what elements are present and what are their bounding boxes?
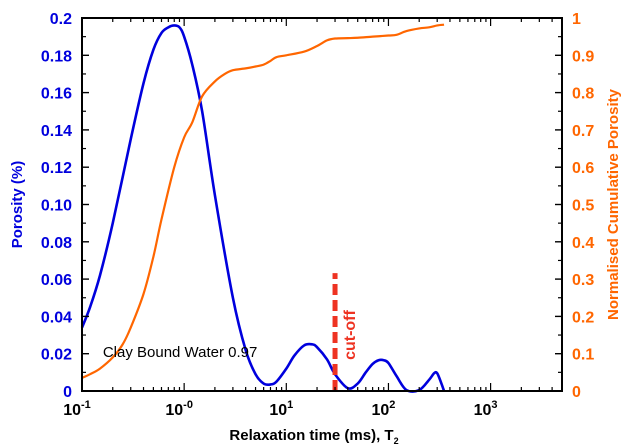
x-tick-exponent: 2 [389,399,395,411]
clay-bound-water-annotation: Clay Bound Water 0.97 [103,344,258,361]
x-tick-label: 101 [269,399,293,419]
y-left-tick-label: 0.2 [50,11,72,28]
y-left-tick-label: 0.06 [41,272,72,289]
y-right-tick-label: 0.2 [572,309,594,326]
x-tick-base: 10 [371,402,389,419]
porosity-series-line [80,24,446,393]
cutoff-layer: cut-off [332,273,359,391]
y-right-tick-label: 0.8 [572,86,594,103]
y-left-tick-label: 0.18 [41,48,72,65]
y-left-tick-label: 0.08 [41,235,72,252]
x-tick-exponent: 3 [491,399,497,411]
x-axis-title-subscript: 2 [394,436,399,446]
x-axis-title-text: Relaxation time (ms), T [229,427,393,444]
y-left-tick-label: 0 [63,384,72,401]
x-tick-exponent: -1 [81,399,91,411]
y-right-tick-label: 0.4 [572,235,594,252]
y-right-axis-title: Normalised Cumulative Porosity [605,88,622,320]
y-right-tick-label: 1 [572,11,581,28]
x-tick-base: 10 [63,402,81,419]
axes-layer: 10-1 10-0 101 102 10300.020.040.060.080.100.… [41,11,594,419]
cumulative-porosity-series-line [81,23,445,379]
x-tick-base: 10 [165,402,183,419]
x-tick-label: 10-0 [165,399,193,419]
y-left-tick-label: 0.10 [41,198,72,215]
x-tick-label: 102 [371,399,395,419]
y-right-tick-label: 0 [572,384,581,401]
y-left-tick-label: 0.14 [41,123,72,140]
y-right-tick-label: 0.6 [572,160,594,177]
y-right-tick-label: 0.5 [572,198,594,215]
y-left-tick-label: 0.04 [41,309,72,326]
y-left-tick-label: 0.12 [41,160,72,177]
x-tick-base: 10 [474,402,492,419]
y-right-tick-label: 0.9 [572,48,594,65]
x-tick-label: 10-1 [63,399,91,419]
x-tick-label: 103 [474,399,498,419]
y-left-tick-label: 0.16 [41,86,72,103]
y-right-tick-label: 0.1 [572,347,594,364]
y-right-tick-label: 0.7 [572,123,594,140]
series-layer [80,23,446,393]
cutoff-label: cut-off [342,310,359,360]
x-tick-exponent: -0 [183,399,193,411]
x-tick-exponent: 1 [287,399,293,411]
y-left-tick-label: 0.02 [41,347,72,364]
plot-frame [81,17,563,392]
x-axis-title: Relaxation time (ms), T2 [229,427,398,446]
y-right-tick-label: 0.3 [572,272,594,289]
y-left-axis-title: Porosity (%) [9,161,26,249]
x-tick-base: 10 [269,402,287,419]
